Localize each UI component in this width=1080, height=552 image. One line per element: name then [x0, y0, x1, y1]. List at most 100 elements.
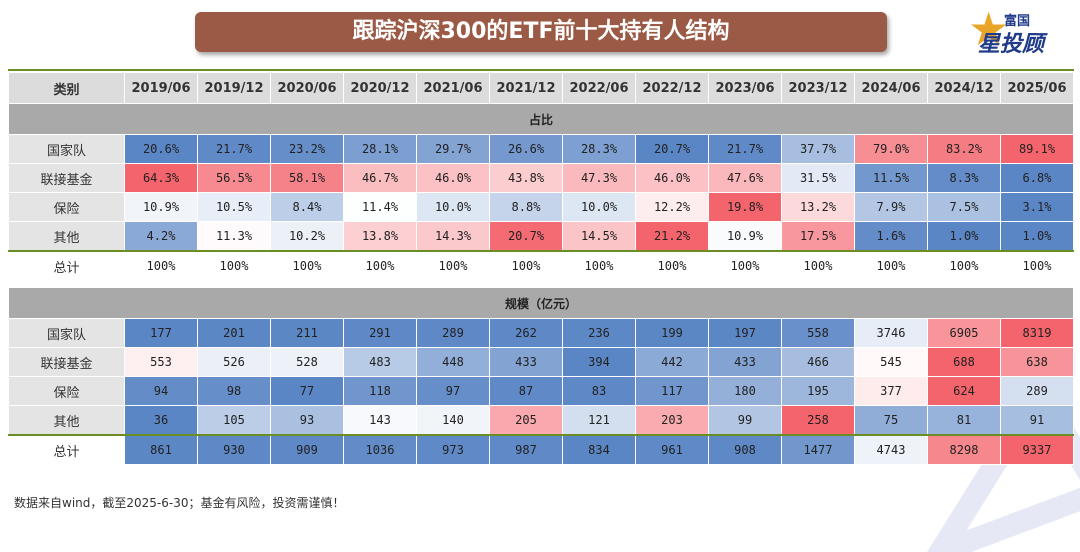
- table-cell: 21.7%: [197, 134, 271, 164]
- table-cell: 10.9%: [124, 192, 198, 222]
- table-row: 保险 10.9% 10.5% 8.4% 11.4% 10.0% 8.8% 10.0% 12.2%…: [8, 192, 1074, 222]
- row-label: 保险: [8, 376, 125, 406]
- column-header-period: 2019/12: [197, 72, 271, 104]
- table-cell: 466: [781, 347, 855, 377]
- table-cell: 448: [416, 347, 490, 377]
- total-row: 总计 861 930 909 1036 973 987 834 961 908 1477 4743 82…: [8, 434, 1074, 465]
- table-row: 联接基金 64.3% 56.5% 58.1% 46.7% 46.0% 43.8% 47.3% 4…: [8, 163, 1074, 193]
- table-cell: 21.7%: [708, 134, 782, 164]
- table-cell: 195: [781, 376, 855, 406]
- table-cell: 47.6%: [708, 163, 782, 193]
- logo-line2: 星投顾: [978, 32, 1045, 57]
- table-cell: 20.7%: [635, 134, 709, 164]
- table-cell: 100%: [343, 250, 417, 281]
- table-cell: 118: [343, 376, 417, 406]
- table-cell: 100%: [562, 250, 636, 281]
- table-cell: 99: [708, 405, 782, 436]
- table-cell: 1036: [343, 434, 417, 465]
- table-cell: 31.5%: [781, 163, 855, 193]
- table-cell: 46.0%: [416, 163, 490, 193]
- table-cell: 10.5%: [197, 192, 271, 222]
- table-cell: 201: [197, 318, 271, 348]
- table-cell: 394: [562, 347, 636, 377]
- table-cell: 117: [635, 376, 709, 406]
- column-header-period: 2021/12: [489, 72, 563, 104]
- table-cell: 58.1%: [270, 163, 344, 193]
- table-cell: 100%: [708, 250, 782, 281]
- table-cell: 100%: [416, 250, 490, 281]
- table-cell: 961: [635, 434, 709, 465]
- table-cell: 12.2%: [635, 192, 709, 222]
- table-cell: 433: [489, 347, 563, 377]
- table-cell: 526: [197, 347, 271, 377]
- table-cell: 10.0%: [416, 192, 490, 222]
- table-cell: 100%: [927, 250, 1001, 281]
- table-cell: 11.5%: [854, 163, 928, 193]
- table-row: 其他 36 105 93 143 140 205 121 203 99 258 75 81 91: [8, 405, 1074, 436]
- table-cell: 100%: [270, 250, 344, 281]
- table-cell: 83: [562, 376, 636, 406]
- table-cell: 13.2%: [781, 192, 855, 222]
- table-cell: 87: [489, 376, 563, 406]
- table-cell: 47.3%: [562, 163, 636, 193]
- star-icon: ★: [968, 2, 1010, 56]
- row-label: 保险: [8, 192, 125, 222]
- column-header-period: 2021/06: [416, 72, 490, 104]
- table-cell: 377: [854, 376, 928, 406]
- table-cell: 94: [124, 376, 198, 406]
- table-cell: 28.3%: [562, 134, 636, 164]
- column-header-category: 类别: [8, 72, 125, 104]
- page-title: 跟踪沪深300的ETF前十大持有人结构: [195, 12, 887, 52]
- table-cell: 7.5%: [927, 192, 1001, 222]
- logo-line1: 富国: [1004, 14, 1031, 29]
- table-cell: 4743: [854, 434, 928, 465]
- column-header-period: 2020/12: [343, 72, 417, 104]
- column-header-period: 2019/06: [124, 72, 198, 104]
- table-cell: 26.6%: [489, 134, 563, 164]
- row-label: 其他: [8, 221, 125, 252]
- table-cell: 528: [270, 347, 344, 377]
- table-cell: 37.7%: [781, 134, 855, 164]
- total-row: 总计 100% 100% 100% 100% 100% 100% 100% 100% 100% 10…: [8, 250, 1074, 281]
- table-cell: 100%: [781, 250, 855, 281]
- table-cell: 1.0%: [927, 221, 1001, 252]
- table-cell: 4.2%: [124, 221, 198, 252]
- table-cell: 987: [489, 434, 563, 465]
- table-cell: 10.0%: [562, 192, 636, 222]
- table-cell: 291: [343, 318, 417, 348]
- table-cell: 140: [416, 405, 490, 436]
- header-row: 类别 2019/06 2019/12 2020/06 2020/12 2021/06 202…: [8, 72, 1074, 104]
- table-cell: 81: [927, 405, 1001, 436]
- table-cell: 624: [927, 376, 1001, 406]
- table-cell: 29.7%: [416, 134, 490, 164]
- table-cell: 10.2%: [270, 221, 344, 252]
- table-cell: 100%: [1000, 250, 1074, 281]
- table-cell: 100%: [489, 250, 563, 281]
- table-cell: 9337: [1000, 434, 1074, 465]
- table-cell: 20.7%: [489, 221, 563, 252]
- gap-cell: [8, 280, 1074, 288]
- table-cell: 1477: [781, 434, 855, 465]
- table-cell: 203: [635, 405, 709, 436]
- row-label: 联接基金: [8, 163, 125, 193]
- table-cell: 553: [124, 347, 198, 377]
- table-cell: 14.5%: [562, 221, 636, 252]
- table-cell: 11.4%: [343, 192, 417, 222]
- table-cell: 7.9%: [854, 192, 928, 222]
- table-cell: 64.3%: [124, 163, 198, 193]
- table-cell: 258: [781, 405, 855, 436]
- table-cell: 56.5%: [197, 163, 271, 193]
- table-cell: 17.5%: [781, 221, 855, 252]
- table-cell: 205: [489, 405, 563, 436]
- table-cell: 46.7%: [343, 163, 417, 193]
- table-cell: 97: [416, 376, 490, 406]
- table-cell: 36: [124, 405, 198, 436]
- table-cell: 79.0%: [854, 134, 928, 164]
- row-label: 其他: [8, 405, 125, 436]
- row-label: 总计: [8, 250, 125, 281]
- table-cell: 834: [562, 434, 636, 465]
- table-cell: 8.3%: [927, 163, 1001, 193]
- column-header-period: 2025/06: [1000, 72, 1074, 104]
- table-cell: 10.9%: [708, 221, 782, 252]
- table-cell: 20.6%: [124, 134, 198, 164]
